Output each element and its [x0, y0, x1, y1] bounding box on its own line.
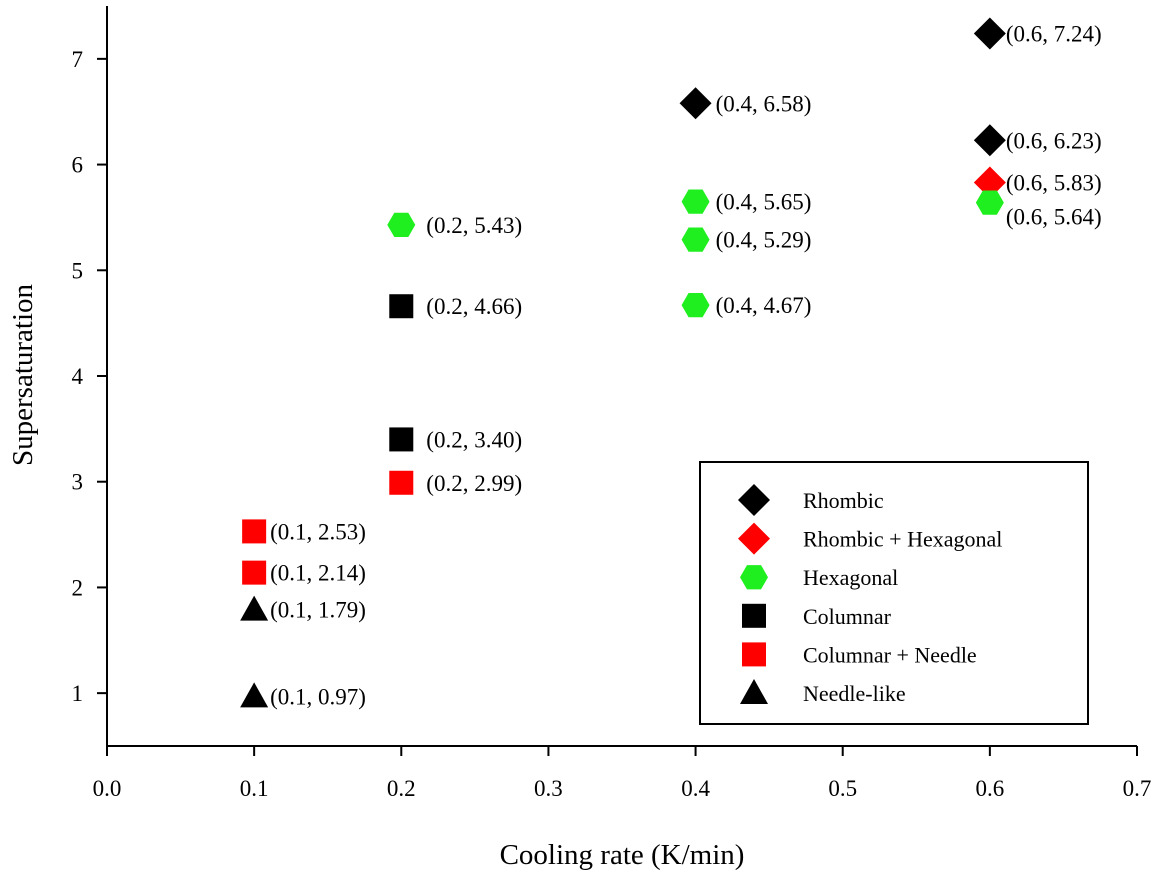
legend-label: Columnar	[803, 604, 892, 629]
data-point-square	[389, 294, 414, 319]
legend-label: Columnar + Needle	[803, 642, 977, 667]
data-point-hexagon	[975, 190, 1004, 215]
data-point-square	[242, 560, 267, 585]
y-tick-label: 7	[72, 47, 84, 72]
point-label: (0.2, 4.66)	[426, 294, 522, 319]
point-label: (0.1, 0.97)	[270, 684, 366, 709]
x-tick-label: 0.2	[387, 776, 416, 801]
y-tick-label: 5	[72, 258, 84, 283]
x-tick-label: 0.5	[828, 776, 857, 801]
y-tick-label: 3	[72, 470, 84, 495]
point-label: (0.4, 6.58)	[716, 91, 812, 116]
legend-label: Rhombic + Hexagonal	[803, 527, 1002, 552]
point-label: (0.6, 7.24)	[1006, 21, 1102, 46]
y-tick-label: 2	[72, 575, 84, 600]
y-axis: 1 2 3 4 5 6 7	[72, 47, 107, 706]
y-tick-label: 6	[72, 153, 84, 178]
data-point-triangle	[240, 595, 269, 621]
point-label: (0.6, 5.83)	[1006, 171, 1102, 196]
data-point-hexagon	[681, 293, 710, 318]
data-point-square	[242, 519, 267, 544]
data-points	[240, 17, 1006, 708]
x-axis-title: Cooling rate (K/min)	[500, 839, 745, 871]
data-point-hexagon	[681, 227, 710, 252]
x-tick-label: 0.4	[681, 776, 710, 801]
point-label: (0.2, 3.40)	[426, 427, 522, 452]
point-label: (0.1, 2.53)	[270, 519, 366, 544]
x-tick-label: 0.6	[975, 776, 1004, 801]
legend-marker-diamond	[738, 522, 770, 555]
point-label: (0.2, 5.43)	[426, 213, 522, 238]
legend-label: Hexagonal	[803, 565, 898, 590]
legend-label: Rhombic	[803, 488, 884, 513]
point-label: (0.2, 2.99)	[426, 471, 522, 496]
point-label: (0.4, 4.67)	[716, 293, 812, 318]
data-point-hexagon	[387, 212, 416, 237]
x-tick-label: 0.7	[1123, 776, 1152, 801]
legend-marker-square	[742, 642, 766, 667]
legend: Rhombic Rhombic + Hexagonal Hexagonal Colum…	[699, 461, 1089, 725]
legend-marker-triangle	[740, 679, 768, 704]
legend-label: Needle-like	[803, 681, 906, 706]
y-tick-label: 4	[72, 364, 84, 389]
point-label: (0.4, 5.65)	[716, 190, 812, 215]
data-point-triangle	[240, 682, 269, 708]
data-point-hexagon	[681, 189, 710, 214]
data-point-diamond	[973, 17, 1006, 50]
data-point-square	[389, 470, 414, 495]
data-point-diamond	[679, 87, 712, 120]
point-label: (0.4, 5.29)	[716, 228, 812, 253]
x-tick-label: 0.0	[93, 776, 122, 801]
legend-box	[699, 461, 1089, 725]
point-label: (0.6, 5.64)	[1006, 205, 1102, 230]
x-tick-label: 0.3	[534, 776, 563, 801]
point-labels: (0.4, 6.58) (0.6, 7.24) (0.6, 6.23) (0.6, 5…	[270, 21, 1102, 709]
point-label: (0.1, 2.14)	[270, 561, 366, 586]
x-axis: 0.0 0.1 0.2 0.3 0.4 0.5 0.6 0.7	[93, 746, 1152, 801]
data-point-diamond	[973, 124, 1006, 157]
point-label: (0.6, 6.23)	[1006, 128, 1102, 153]
x-tick-label: 0.1	[240, 776, 269, 801]
data-point-diamond	[973, 166, 1006, 199]
point-label: (0.1, 1.79)	[270, 598, 366, 623]
legend-marker-square	[742, 603, 766, 628]
legend-marker-diamond	[738, 484, 770, 516]
legend-marker-hexagon	[740, 565, 768, 590]
data-point-square	[389, 427, 414, 452]
y-tick-label: 1	[72, 681, 84, 706]
y-axis-title: Supersaturation	[7, 283, 39, 466]
